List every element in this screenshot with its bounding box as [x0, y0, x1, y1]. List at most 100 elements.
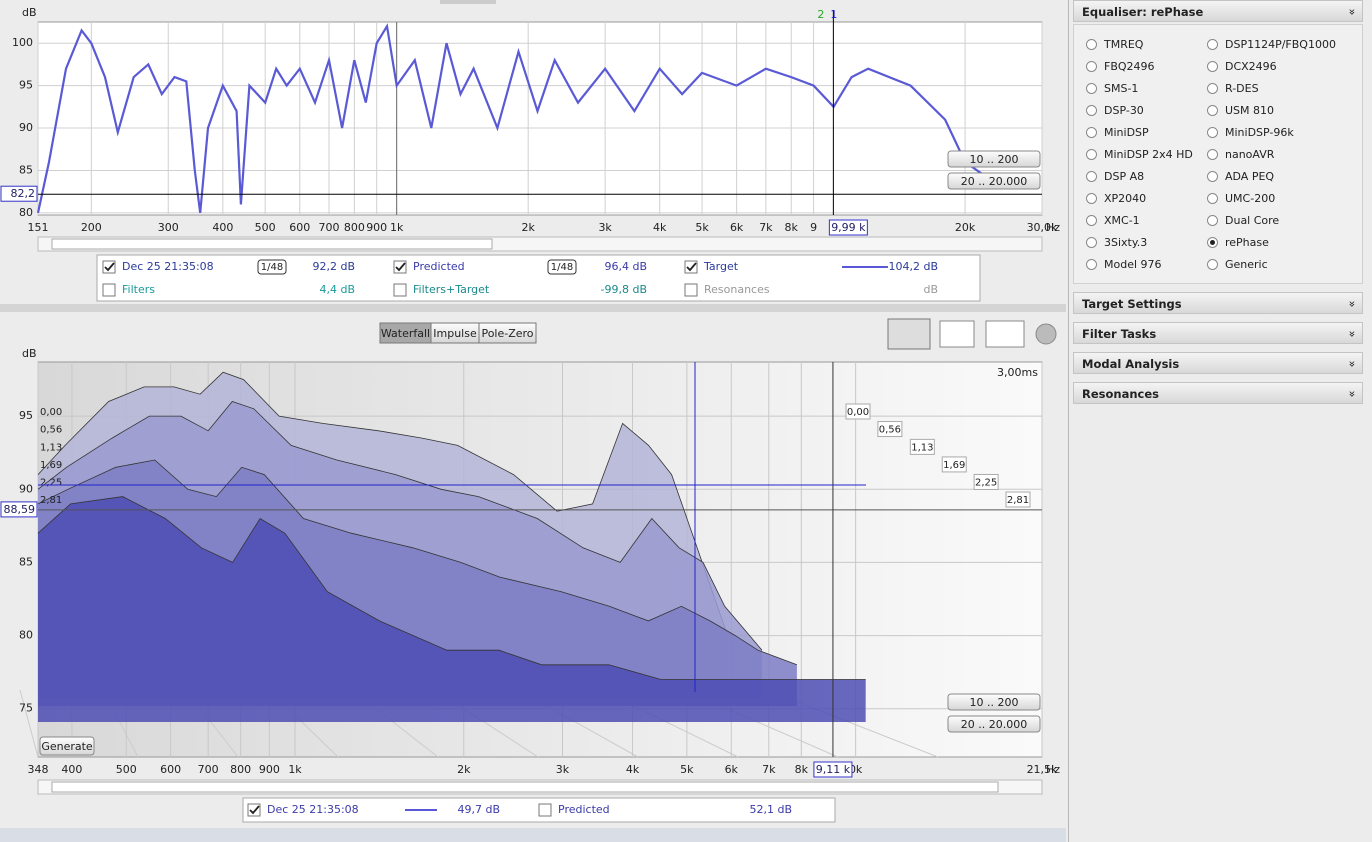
radio[interactable]: [1207, 83, 1218, 94]
time-label-left: 1,69: [40, 460, 62, 471]
radio[interactable]: [1086, 83, 1097, 94]
radio[interactable]: [1086, 127, 1097, 138]
tab-label: Waterfall: [381, 327, 430, 340]
option-label: Model 976: [1104, 258, 1162, 271]
y-axis-label: dB: [22, 6, 37, 19]
legend-level: -104,2 dB: [885, 260, 939, 273]
option-label: DCX2496: [1225, 60, 1277, 73]
x-tick-label: 7k: [759, 221, 773, 234]
x-tick-label: 1k: [288, 763, 302, 776]
radio[interactable]: [1207, 193, 1218, 204]
legend-level: 49,7 dB: [457, 803, 500, 816]
radio[interactable]: [1207, 149, 1218, 160]
legend-name: Filters: [122, 283, 155, 296]
x-tick-label: 3k: [556, 763, 570, 776]
legend-level: 92,2 dB: [312, 260, 355, 273]
x-tick-label: 2k: [457, 763, 471, 776]
range-button[interactable]: [947, 172, 1041, 190]
x-tick-label: 4k: [626, 763, 640, 776]
time-box: [845, 403, 871, 420]
settings-icon[interactable]: [1035, 323, 1057, 345]
x-tick-label: 7k: [762, 763, 776, 776]
radio[interactable]: [1086, 61, 1097, 72]
scroll-thumb[interactable]: [51, 781, 999, 793]
radio[interactable]: [1086, 193, 1097, 204]
option-label: XP2040: [1104, 192, 1147, 205]
time-box: [877, 421, 903, 438]
option-label: R-DES: [1225, 82, 1259, 95]
time-label: 2,81: [1007, 495, 1029, 506]
slice: [37, 401, 763, 651]
y-tick-label: 85: [19, 555, 33, 568]
radio[interactable]: [1207, 105, 1218, 116]
panel-header[interactable]: Equaliser: rePhase: [1073, 0, 1363, 22]
zoom-icon[interactable]: [985, 320, 1025, 348]
radio[interactable]: [1086, 215, 1097, 226]
check: [686, 262, 697, 272]
section-header[interactable]: Resonances: [1073, 382, 1363, 404]
radio[interactable]: [1086, 149, 1097, 160]
legend-level: dB: [923, 283, 938, 296]
splitter[interactable]: [0, 304, 1066, 312]
range-button[interactable]: [947, 693, 1041, 711]
x-tick-label: 500: [116, 763, 137, 776]
radio[interactable]: [1086, 259, 1097, 270]
checkbox[interactable]: [393, 283, 407, 297]
x-tick-label: 0k: [849, 763, 863, 776]
legend-name: Predicted: [413, 260, 465, 273]
slice-area: [38, 496, 866, 723]
marker-label: 2: [817, 8, 824, 21]
top-plot-area: [37, 21, 1043, 216]
option-label: 3Sixty.3: [1104, 236, 1148, 249]
checkbox[interactable]: [538, 803, 552, 817]
section-header[interactable]: Target Settings: [1073, 292, 1363, 314]
radio[interactable]: [1207, 259, 1218, 270]
x-tick-label: 700: [198, 763, 219, 776]
cursor-box: [0, 501, 38, 518]
radio[interactable]: [1207, 215, 1218, 226]
x-tick-label: 200: [81, 221, 102, 234]
x-tick-label: 20k: [955, 221, 976, 234]
range-button[interactable]: [947, 150, 1041, 168]
y-tick-label: 95: [19, 409, 33, 422]
y-axis-label: dB: [22, 347, 37, 360]
radio[interactable]: [1207, 61, 1218, 72]
y-tick-label: 75: [19, 702, 33, 715]
smoothing-box[interactable]: [257, 259, 287, 275]
radio[interactable]: [1207, 237, 1218, 248]
x-tick-label: 3k: [598, 221, 612, 234]
generate-button[interactable]: [39, 736, 95, 756]
legend-name: Dec 25 21:35:08: [267, 803, 359, 816]
checkbox[interactable]: [102, 283, 116, 297]
option-label: USM 810: [1225, 104, 1275, 117]
checkbox[interactable]: [684, 283, 698, 297]
radio[interactable]: [1086, 39, 1097, 50]
x-tick-label: 800: [344, 221, 365, 234]
radio[interactable]: [1207, 39, 1218, 50]
option-label: MiniDSP 2x4 HD: [1104, 148, 1193, 161]
x-tick-label: 900: [366, 221, 387, 234]
radio[interactable]: [1207, 171, 1218, 182]
scroll-thumb[interactable]: [51, 238, 493, 250]
tab[interactable]: [478, 322, 537, 344]
radio[interactable]: [1086, 171, 1097, 182]
x-tick-label: 30,0k: [1027, 221, 1058, 234]
section-header[interactable]: Filter Tasks: [1073, 322, 1363, 344]
view-icon[interactable]: [939, 320, 975, 348]
cursor-label: 88,59: [4, 503, 36, 516]
section-header[interactable]: Modal Analysis: [1073, 352, 1363, 374]
x-tick-label: 348: [28, 763, 49, 776]
radio[interactable]: [1207, 127, 1218, 138]
time-label-left: 0,56: [40, 425, 62, 436]
top-legend: [96, 254, 981, 302]
smoothing-box[interactable]: [547, 259, 577, 275]
check: [249, 805, 260, 815]
time-box: [1005, 491, 1031, 508]
option-label: FBQ2496: [1104, 60, 1155, 73]
radio[interactable]: [1086, 237, 1097, 248]
view-icon[interactable]: [887, 318, 931, 350]
option-label: DSP1124P/FBQ1000: [1225, 38, 1336, 51]
radio[interactable]: [1086, 105, 1097, 116]
range-button[interactable]: [947, 715, 1041, 733]
